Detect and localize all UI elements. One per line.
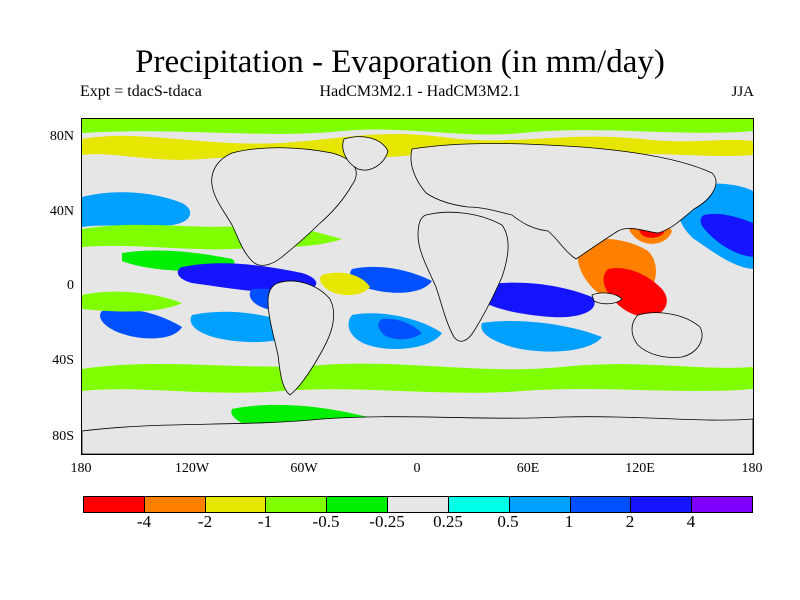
colorbar-box	[266, 497, 328, 512]
coast-antarctica	[82, 416, 753, 454]
coast-africa	[417, 211, 509, 342]
colorbar-box	[448, 497, 510, 512]
lon-label-180e: 180	[741, 461, 763, 476]
field-indian-south-light	[481, 320, 602, 352]
field-indian-ocean-blue	[482, 282, 595, 318]
lat-label-80n: 80N	[49, 129, 74, 144]
colorbar-box	[144, 497, 206, 512]
coast-south-america	[267, 280, 335, 396]
coast-indonesia	[591, 292, 623, 305]
colorbar-label: 1	[564, 512, 574, 531]
colorbar-box	[205, 497, 267, 512]
lat-label-0: 0	[67, 278, 74, 293]
colorbar-box	[509, 497, 571, 512]
field-south-pacific-blue	[100, 309, 182, 339]
colorbar-label: -4	[136, 512, 152, 531]
lon-label-180w: 180	[70, 461, 92, 476]
colorbar-label: -2	[197, 512, 213, 531]
colorbar-label: -0.5	[312, 512, 340, 531]
field-maritime-red	[603, 268, 667, 317]
coastlines	[82, 136, 753, 454]
season-label: JJA	[731, 84, 754, 100]
colorbar-box	[631, 497, 693, 512]
colorbar-label: 0.25	[433, 512, 463, 531]
colorbar-label: -1	[257, 512, 273, 531]
colorbar-label: 4	[686, 512, 696, 531]
map-panel	[81, 118, 754, 455]
coast-australia	[631, 312, 703, 358]
field-subtropic-yellow	[320, 272, 370, 296]
lon-label-120w: 120W	[174, 461, 210, 476]
lon-label-60w: 60W	[290, 461, 318, 476]
colorbar-box	[692, 497, 752, 512]
field-nw-pacific-deep	[700, 213, 753, 257]
colorbar-label: -0.25	[369, 512, 405, 531]
experiment-label: Expt = tdacS-tdaca	[80, 83, 202, 100]
coast-eurasia	[410, 143, 717, 260]
coast-greenland	[342, 136, 389, 171]
field-southern-green-belt	[82, 363, 753, 393]
field-north-pacific-blue	[82, 192, 191, 227]
field-equator-green	[82, 291, 182, 312]
colorbar-label: 0.5	[497, 512, 519, 531]
lat-label-80s: 80S	[52, 429, 74, 444]
field-south-atlantic-deep	[378, 318, 422, 340]
model-label: HadCM3M2.1 - HadCM3M2.1	[319, 83, 521, 100]
coast-north-america	[211, 147, 357, 266]
field-atlantic-itcz	[350, 266, 432, 293]
lat-label-40s: 40S	[52, 353, 74, 368]
lon-label-120e: 120E	[625, 461, 655, 476]
colorbar-box	[388, 497, 449, 512]
colorbar-box	[327, 497, 389, 512]
colorbar-label: 2	[625, 512, 635, 531]
lon-label-0: 0	[413, 461, 421, 476]
lat-label-40n: 40N	[49, 204, 74, 219]
lon-label-60e: 60E	[516, 461, 540, 476]
colorbar-box	[570, 497, 632, 512]
colorbar	[83, 496, 753, 513]
precip-evap-map	[82, 119, 753, 454]
plot-title: Precipitation - Evaporation (in mm/day)	[135, 44, 665, 80]
field-arctic-green	[82, 119, 753, 135]
colorbar-box	[84, 497, 145, 512]
